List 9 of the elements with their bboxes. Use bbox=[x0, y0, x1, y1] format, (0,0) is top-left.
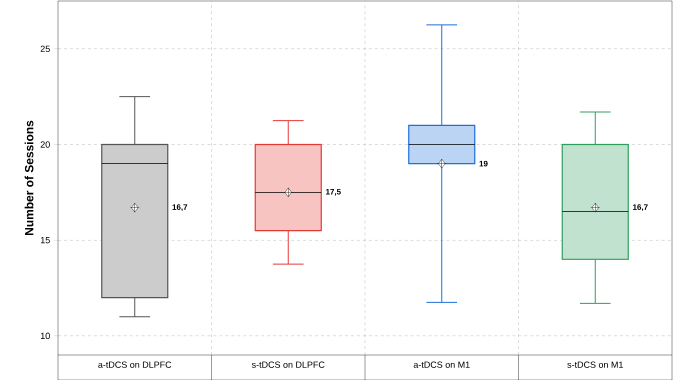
x-tick-label: s-tDCS on DLPFC bbox=[252, 362, 325, 368]
y-axis-title: Number of Sessions bbox=[24, 120, 34, 235]
y-tick-label: 25 bbox=[40, 46, 50, 52]
y-tick-label: 15 bbox=[40, 237, 50, 244]
y-tick-label: 20 bbox=[40, 141, 50, 148]
x-tick-label: s-tDCS on M1 bbox=[567, 362, 623, 368]
y-tick-label: 10 bbox=[40, 332, 50, 340]
x-tick-label: a-tDCS on M1 bbox=[414, 362, 470, 368]
x-tick-label: a-tDCS on DLPFC bbox=[98, 362, 172, 368]
